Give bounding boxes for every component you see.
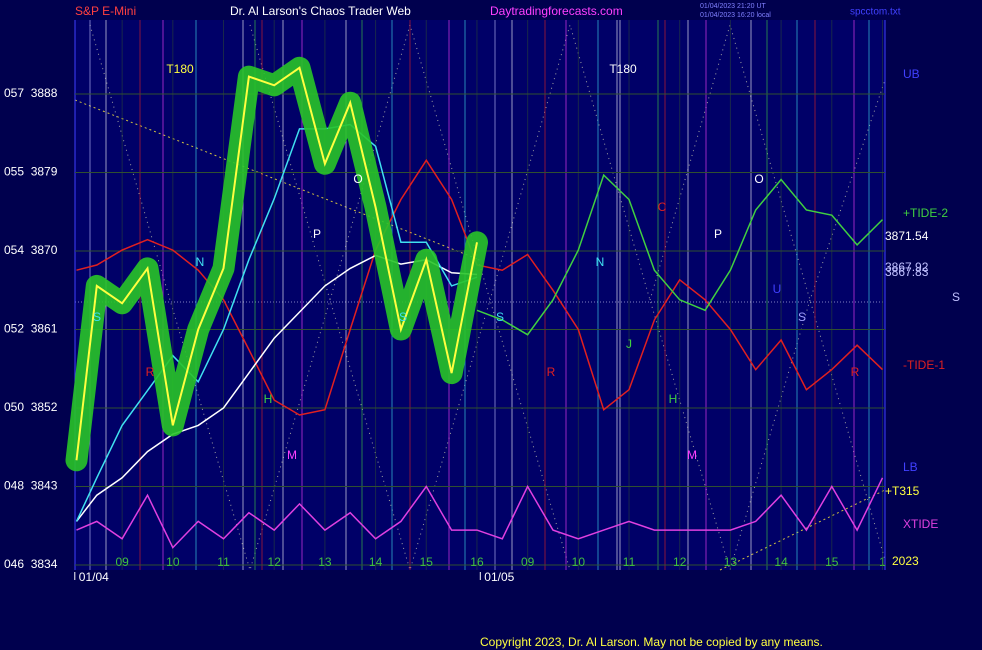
legend-label: +TIDE-2 bbox=[903, 206, 948, 220]
legend-label: -TIDE-1 bbox=[903, 358, 945, 372]
y-tick-label: 055 3879 bbox=[4, 165, 58, 179]
y-tick-label: 057 3888 bbox=[4, 86, 58, 100]
annotation: T180 bbox=[609, 62, 637, 76]
website: Daytradingforecasts.com bbox=[490, 4, 623, 18]
annotation: R bbox=[547, 365, 556, 379]
annotation: H bbox=[669, 392, 678, 406]
copyright: Copyright 2023, Dr. Al Larson. May not b… bbox=[480, 635, 823, 649]
annotation: R bbox=[146, 365, 155, 379]
y-tick-label: 054 3870 bbox=[4, 243, 58, 257]
right-label: 3867.83 bbox=[885, 265, 929, 279]
annotation: M bbox=[287, 448, 297, 462]
annotation: O bbox=[353, 172, 362, 186]
annotation: U bbox=[773, 282, 782, 296]
y-tick-label: 052 3861 bbox=[4, 322, 58, 336]
y-tick-label: 046 3834 bbox=[4, 557, 58, 571]
annotation: P bbox=[714, 227, 722, 241]
series-line bbox=[76, 477, 884, 549]
annotation: S bbox=[399, 310, 407, 324]
right-label: S bbox=[952, 290, 960, 304]
annotation: P bbox=[313, 227, 321, 241]
annotation: O bbox=[754, 172, 763, 186]
date-label: 01/04 bbox=[79, 570, 109, 584]
timestamp: 01/04/2023 21:20 UT bbox=[700, 3, 766, 10]
right-label: 3871.54 bbox=[885, 229, 929, 243]
annotation: N bbox=[596, 255, 605, 269]
annotation: N bbox=[196, 255, 205, 269]
right-label: 2023 bbox=[892, 554, 919, 568]
series-line bbox=[75, 254, 478, 522]
instrument: S&P E-Mini bbox=[75, 4, 136, 18]
annotation: S bbox=[798, 310, 806, 324]
annotation: S bbox=[496, 310, 504, 324]
series-line bbox=[75, 66, 478, 461]
right-label: UB bbox=[903, 67, 920, 81]
date-label: 01/05 bbox=[484, 570, 514, 584]
right-label: LB bbox=[903, 460, 918, 474]
annotation: T180 bbox=[166, 62, 194, 76]
annotation: R bbox=[851, 365, 860, 379]
annotation: J bbox=[626, 337, 632, 351]
filename: spcctom.txt bbox=[850, 7, 901, 18]
annotation: C bbox=[658, 200, 667, 214]
series-line bbox=[476, 173, 884, 336]
chart-title: Dr. Al Larson's Chaos Trader Web bbox=[230, 4, 411, 18]
trend-line bbox=[719, 489, 886, 571]
annotation: S bbox=[93, 310, 101, 324]
y-tick-label: 050 3852 bbox=[4, 400, 58, 414]
right-label: +T315 bbox=[885, 484, 920, 498]
series-line bbox=[75, 123, 478, 522]
timestamp: 01/04/2023 16:20 local bbox=[700, 12, 771, 19]
annotation: M bbox=[687, 448, 697, 462]
y-tick-label: 048 3843 bbox=[4, 479, 58, 493]
legend-label: XTIDE bbox=[903, 517, 938, 531]
annotation: H bbox=[264, 392, 273, 406]
right-label: 3867.92 bbox=[885, 260, 929, 274]
